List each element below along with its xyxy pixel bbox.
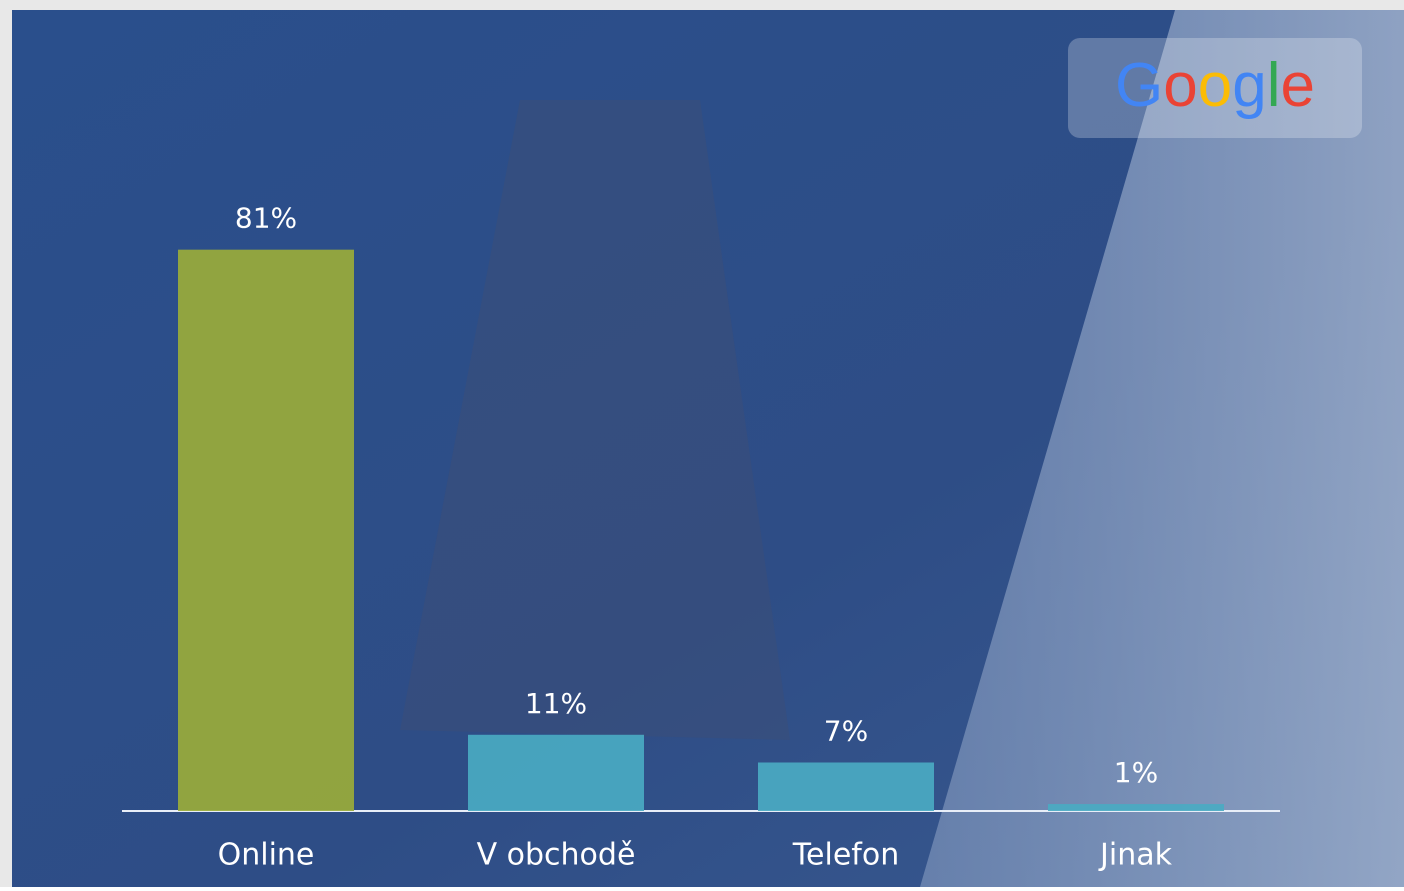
category-label: Jinak [1098, 838, 1173, 873]
bag [400, 100, 790, 740]
category-label: Online [218, 838, 315, 873]
logo-box [1068, 38, 1362, 138]
bar [1048, 804, 1224, 811]
category-label: Telefon [792, 838, 899, 873]
bar [468, 734, 644, 811]
bar [178, 249, 354, 812]
category-label: V obchodě [477, 838, 636, 873]
value-label: 7% [824, 714, 868, 747]
light-area [920, 10, 1404, 887]
logo: Google [1115, 51, 1315, 120]
value-label: 11% [525, 687, 587, 720]
value-label: 1% [1114, 756, 1158, 789]
bar [758, 762, 934, 811]
value-label: 81% [235, 202, 297, 235]
